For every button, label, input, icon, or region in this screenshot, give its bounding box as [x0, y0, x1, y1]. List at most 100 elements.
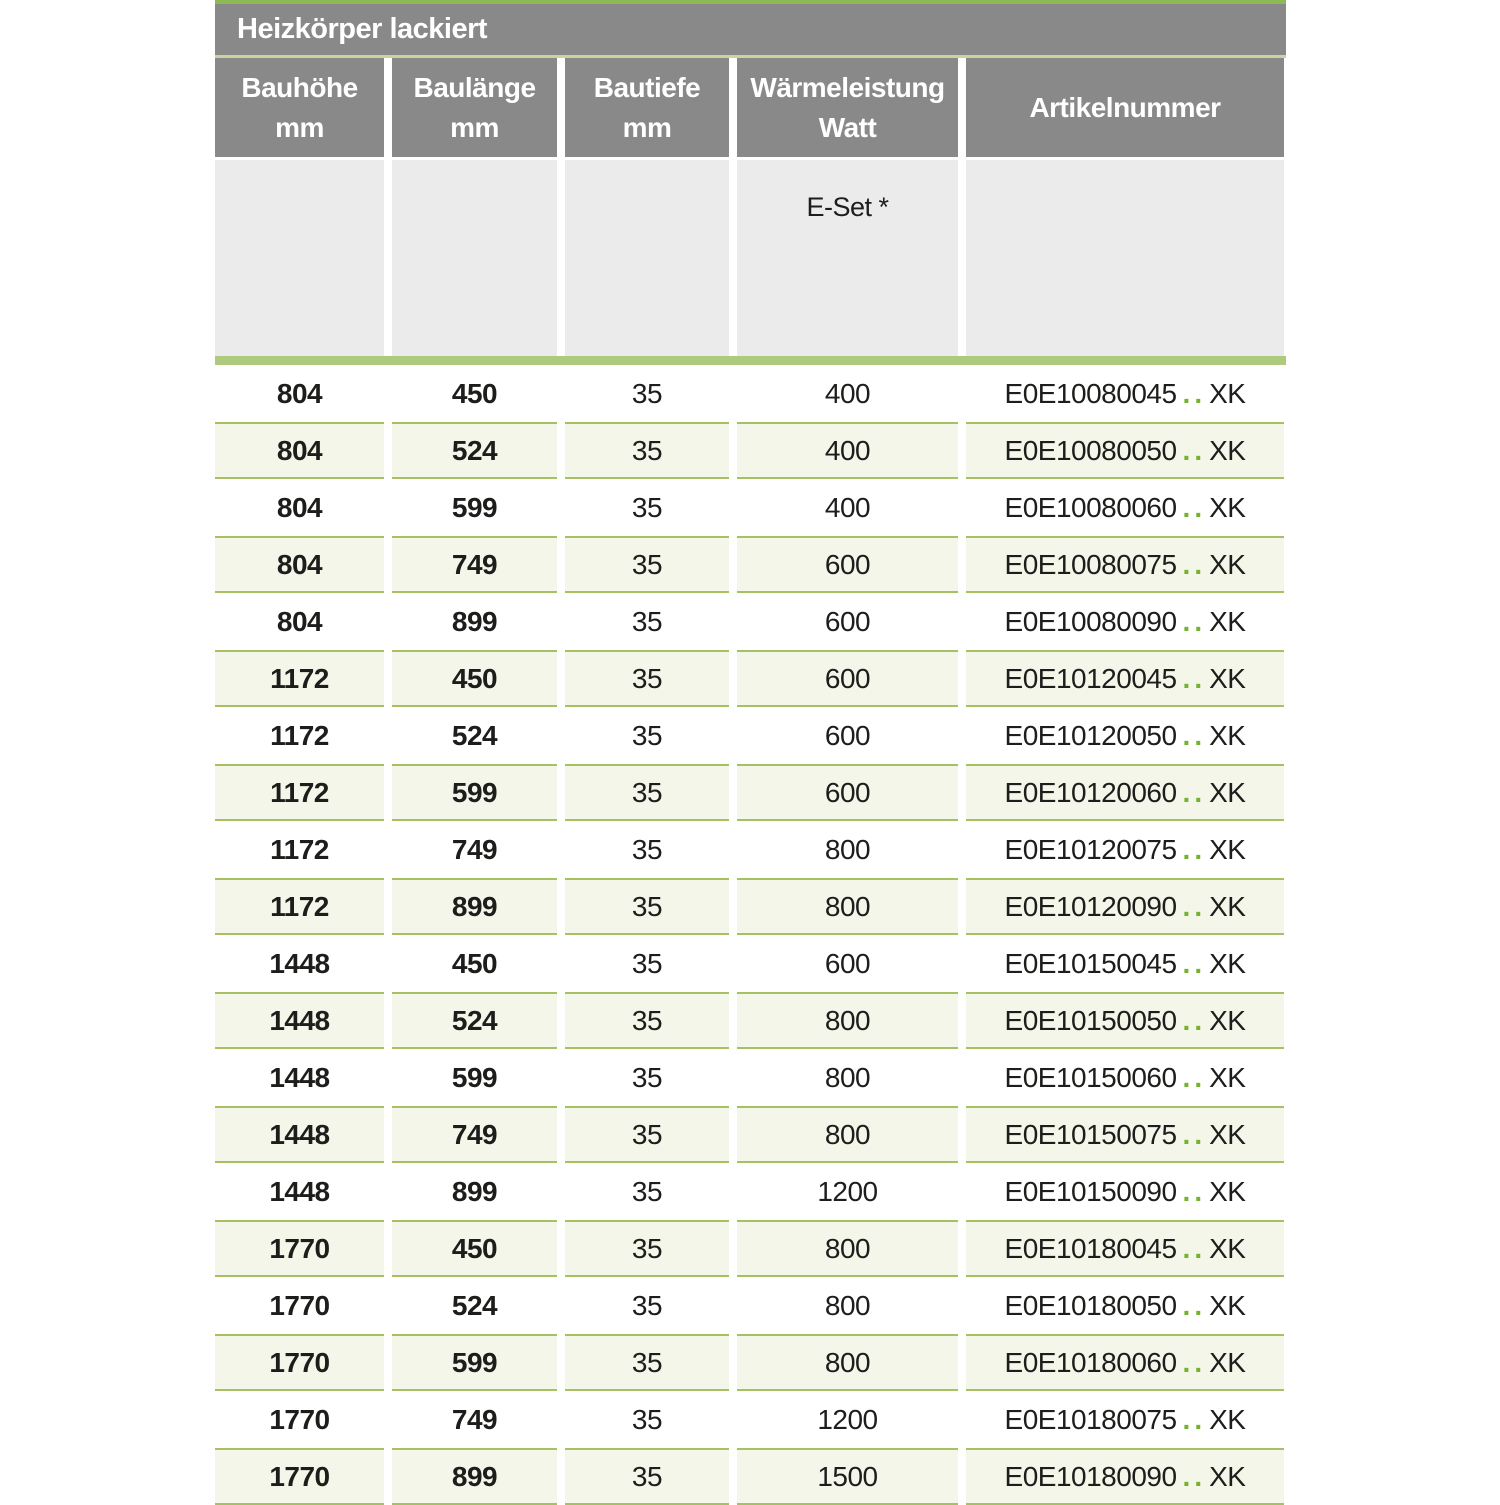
article-placeholder-dots: ..: [1182, 1346, 1207, 1378]
article-number-prefix: E0E10080045: [1004, 377, 1178, 409]
cell-bauhoehe: 1172: [270, 833, 329, 865]
table-row: 804 599 35 400 E0E10080060.. XK: [215, 479, 1286, 536]
article-number-suffix: XK: [1209, 833, 1246, 865]
column-header-row: Bauhöhe mm Baulänge mm Bautiefe mm Wärmeleistu…: [215, 58, 1286, 157]
cell-bauhoehe: 1448: [215, 1106, 384, 1163]
article-number-prefix: E0E10180075: [1004, 1403, 1178, 1435]
cell-baulaenge: 599: [451, 491, 498, 523]
cell-artikel: E0E10120090.. XK: [966, 878, 1284, 935]
table-row: 1770 599 35 800 E0E10180060.. XK: [215, 1334, 1286, 1391]
column-header-baulaenge: Baulänge mm: [392, 58, 557, 157]
table-row: 1448 899 35 1200 E0E10150090.. XK: [215, 1163, 1286, 1220]
cell-watt: 600: [824, 947, 871, 979]
article-number-suffix: XK: [1209, 1175, 1246, 1207]
column-header-bauhoehe: Bauhöhe mm: [215, 58, 384, 157]
article-number-suffix: XK: [1209, 776, 1246, 808]
article-number-suffix: XK: [1209, 1004, 1246, 1036]
subheader-cell-waermeleistung: E-Set *: [737, 160, 958, 356]
article-placeholder-dots: ..: [1182, 548, 1207, 580]
cell-bautiefe: 35: [631, 605, 663, 637]
cell-watt: 600: [737, 764, 958, 821]
cell-artikel: E0E10120075.. XK: [966, 821, 1284, 878]
cell-watt: 800: [824, 1061, 871, 1093]
cell-bauhoehe: 1172: [270, 719, 329, 751]
cell-baulaenge: 749: [451, 833, 498, 865]
eset-label: E-Set *: [806, 192, 889, 222]
cell-watt: 800: [737, 992, 958, 1049]
cell-bauhoehe: 1448: [215, 992, 384, 1049]
cell-artikel: E0E10150090.. XK: [966, 1163, 1284, 1220]
article-number-prefix: E0E10150090: [1004, 1175, 1178, 1207]
article-number-prefix: E0E10120050: [1004, 719, 1178, 751]
column-label: Artikelnummer: [1029, 91, 1221, 123]
cell-bauhoehe: 1172: [215, 650, 384, 707]
cell-baulaenge: 524: [451, 719, 498, 751]
table-row: 1172 450 35 600 E0E10120045.. XK: [215, 650, 1286, 707]
article-number-suffix: XK: [1209, 377, 1246, 409]
article-placeholder-dots: ..: [1182, 434, 1207, 466]
cell-baulaenge: 749: [392, 536, 557, 593]
table-row: 804 899 35 600 E0E10080090.. XK: [215, 593, 1286, 650]
cell-artikel: E0E10080060.. XK: [966, 479, 1284, 536]
cell-watt: 800: [737, 1334, 958, 1391]
subheader-cell-baulaenge: [392, 160, 557, 356]
column-label: Baulänge: [413, 71, 536, 103]
cell-watt: 600: [824, 719, 871, 751]
cell-bautiefe: 35: [565, 536, 729, 593]
cell-bauhoehe: 804: [215, 422, 384, 479]
table-row: 1770 450 35 800 E0E10180045.. XK: [215, 1220, 1286, 1277]
cell-artikel: E0E10120045.. XK: [966, 650, 1284, 707]
cell-bauhoehe: 1770: [215, 1448, 384, 1505]
table-row: 1172 524 35 600 E0E10120050.. XK: [215, 707, 1286, 764]
cell-baulaenge: 524: [392, 992, 557, 1049]
cell-baulaenge: 899: [392, 1448, 557, 1505]
cell-baulaenge: 524: [451, 1289, 498, 1321]
cell-watt: 600: [824, 605, 871, 637]
article-number-suffix: XK: [1209, 434, 1246, 466]
cell-bauhoehe: 1770: [215, 1334, 384, 1391]
table-row: 1770 749 35 1200 E0E10180075.. XK: [215, 1391, 1286, 1448]
cell-baulaenge: 599: [392, 764, 557, 821]
article-number-prefix: E0E10150060: [1004, 1061, 1178, 1093]
article-placeholder-dots: ..: [1182, 662, 1207, 694]
article-number-prefix: E0E10180090: [1004, 1460, 1178, 1492]
article-placeholder-dots: ..: [1182, 776, 1207, 808]
article-placeholder-dots: ..: [1182, 605, 1207, 637]
cell-artikel: E0E10150045.. XK: [966, 935, 1284, 992]
cell-bauhoehe: 804: [276, 491, 323, 523]
article-placeholder-dots: ..: [1182, 890, 1207, 922]
cell-watt: 600: [737, 536, 958, 593]
cell-bautiefe: 35: [565, 992, 729, 1049]
article-placeholder-dots: ..: [1182, 1061, 1207, 1093]
column-unit: mm: [450, 111, 499, 143]
subheader-row: E-Set *: [215, 160, 1286, 356]
column-label: Bautiefe: [593, 71, 701, 103]
cell-bautiefe: 35: [565, 878, 729, 935]
article-number-suffix: XK: [1209, 1118, 1246, 1150]
article-number-prefix: E0E10150075: [1004, 1118, 1178, 1150]
cell-watt: 800: [737, 878, 958, 935]
column-unit: mm: [275, 111, 324, 143]
cell-artikel: E0E10080090.. XK: [966, 593, 1284, 650]
cell-watt: 800: [824, 1289, 871, 1321]
cell-artikel: E0E10180075.. XK: [966, 1391, 1284, 1448]
cell-artikel: E0E10120060.. XK: [966, 764, 1284, 821]
article-placeholder-dots: ..: [1182, 1460, 1207, 1492]
cell-bauhoehe: 804: [276, 377, 323, 409]
article-placeholder-dots: ..: [1182, 833, 1207, 865]
cell-watt: 400: [824, 491, 871, 523]
cell-artikel: E0E10080050.. XK: [966, 422, 1284, 479]
table-row: 804 524 35 400 E0E10080050.. XK: [215, 422, 1286, 479]
cell-baulaenge: 450: [392, 650, 557, 707]
cell-baulaenge: 899: [392, 878, 557, 935]
table-row: 1448 599 35 800 E0E10150060.. XK: [215, 1049, 1286, 1106]
subheader-cell-bauhoehe: [215, 160, 384, 356]
cell-artikel: E0E10180050.. XK: [966, 1277, 1284, 1334]
cell-watt: 400: [824, 377, 871, 409]
cell-watt: 800: [824, 833, 871, 865]
article-number-suffix: XK: [1209, 548, 1246, 580]
title-separator-line: [215, 55, 1286, 58]
cell-bautiefe: 35: [565, 650, 729, 707]
table-row: 804 450 35 400 E0E10080045.. XK: [215, 365, 1286, 422]
cell-bautiefe: 35: [565, 1334, 729, 1391]
